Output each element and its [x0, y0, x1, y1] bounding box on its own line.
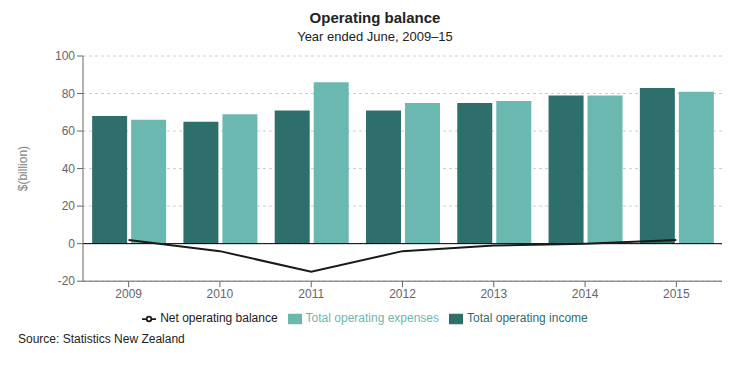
html-text:Total operating income: Total operating income — [467, 311, 588, 326]
svg-text:$(billion): $(billion) — [16, 146, 30, 191]
svg-text:2011: 2011 — [298, 287, 324, 301]
svg-text:40: 40 — [62, 162, 76, 176]
svg-text:80: 80 — [62, 87, 76, 101]
svg-text:2015: 2015 — [663, 287, 690, 301]
svg-text:2010: 2010 — [207, 287, 234, 301]
svg-text:-20: -20 — [58, 274, 76, 288]
html-text:Year ended June, 2009–15: Year ended June, 2009–15 — [297, 29, 453, 44]
html-text:Source: Statistics New Zealand: Source: Statistics New Zealand — [18, 332, 185, 346]
svg-text:60: 60 — [62, 124, 76, 138]
svg-text:2009: 2009 — [115, 287, 142, 301]
svg-text:2012: 2012 — [389, 287, 416, 301]
svg-text:2014: 2014 — [572, 287, 599, 301]
svg-text:20: 20 — [62, 199, 76, 213]
svg-text:100: 100 — [55, 49, 75, 63]
svg-text:0: 0 — [68, 237, 75, 251]
html-text:Net operating balance: Net operating balance — [160, 311, 278, 326]
svg-text:2013: 2013 — [480, 287, 507, 301]
html-text:Operating balance: Operating balance — [309, 9, 441, 26]
html-text:Total operating expenses: Total operating expenses — [305, 311, 439, 326]
